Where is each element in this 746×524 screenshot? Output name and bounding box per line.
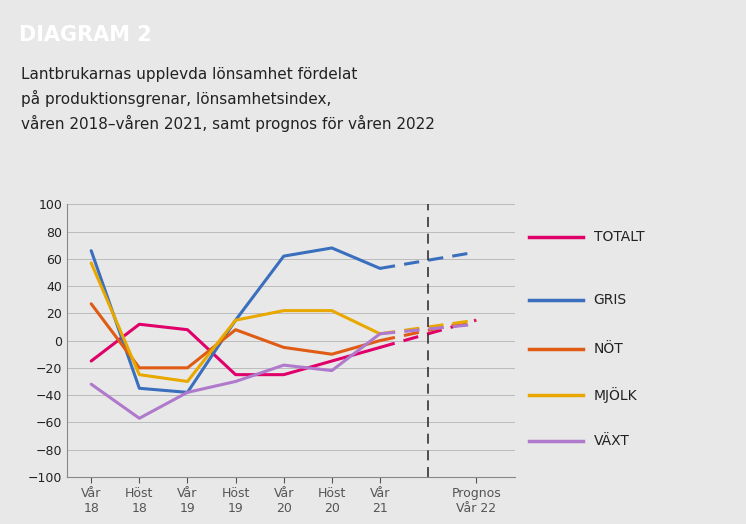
Text: GRIS: GRIS	[594, 293, 627, 307]
Text: DIAGRAM 2: DIAGRAM 2	[19, 25, 151, 45]
Text: VÄXT: VÄXT	[594, 434, 630, 449]
Text: Lantbrukarnas upplevda lönsamhet fördelat
på produktionsgrenar, lönsamhetsindex,: Lantbrukarnas upplevda lönsamhet fördela…	[21, 67, 435, 132]
Text: NÖT: NÖT	[594, 342, 624, 356]
Text: TOTALT: TOTALT	[594, 230, 645, 244]
Text: MJÖLK: MJÖLK	[594, 387, 637, 403]
